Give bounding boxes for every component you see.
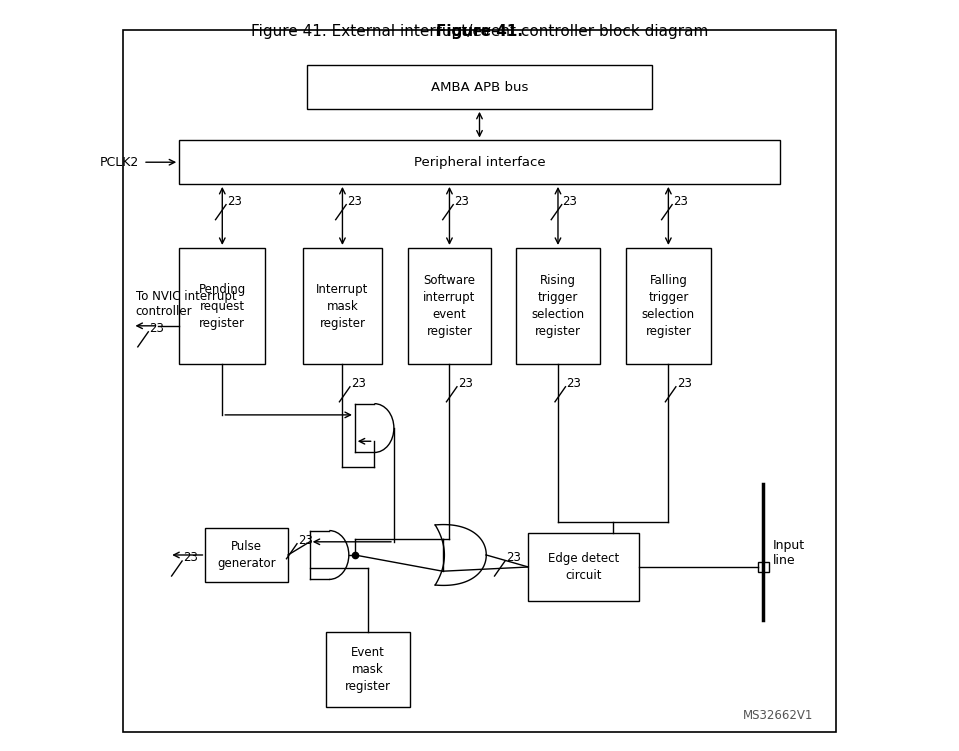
FancyBboxPatch shape [179,140,780,184]
Text: Interrupt
mask
register: Interrupt mask register [316,282,368,330]
Text: To NVIC interrupt
controller: To NVIC interrupt controller [135,291,236,318]
Text: Rising
trigger
selection
register: Rising trigger selection register [531,274,585,338]
Text: 23: 23 [457,377,473,390]
Text: 23: 23 [677,377,691,390]
Text: Peripheral interface: Peripheral interface [413,155,546,169]
Text: MS32662V1: MS32662V1 [743,710,813,722]
FancyBboxPatch shape [179,248,266,364]
Text: 23: 23 [297,534,313,547]
Text: Event
mask
register: Event mask register [345,647,391,693]
Text: 23: 23 [673,195,688,207]
Text: 23: 23 [149,322,164,335]
Text: 23: 23 [566,377,581,390]
FancyBboxPatch shape [303,248,382,364]
Text: 23: 23 [351,377,365,390]
FancyBboxPatch shape [325,632,410,707]
Text: Figure 41. External interrupt/event controller block diagram: Figure 41. External interrupt/event cont… [251,24,708,39]
FancyBboxPatch shape [626,248,711,364]
Text: Software
interrupt
event
register: Software interrupt event register [423,274,476,338]
Text: AMBA APB bus: AMBA APB bus [431,80,528,94]
Text: 23: 23 [454,195,469,207]
Text: 23: 23 [347,195,362,207]
Text: Falling
trigger
selection
register: Falling trigger selection register [642,274,695,338]
Text: 23: 23 [183,551,198,564]
Text: Input
line: Input line [773,539,806,568]
Text: PCLK2: PCLK2 [100,155,139,169]
Text: Figure 41.: Figure 41. [436,24,523,39]
FancyBboxPatch shape [409,248,491,364]
FancyBboxPatch shape [528,533,640,601]
Text: Pending
request
register: Pending request register [199,282,246,330]
FancyBboxPatch shape [123,30,836,732]
FancyBboxPatch shape [759,562,768,572]
FancyBboxPatch shape [307,65,652,109]
FancyBboxPatch shape [205,528,288,582]
FancyBboxPatch shape [516,248,600,364]
Text: 23: 23 [505,551,521,564]
Text: 23: 23 [563,195,577,207]
Text: Pulse
generator: Pulse generator [218,540,276,570]
Text: 23: 23 [226,195,242,207]
Text: Edge detect
circuit: Edge detect circuit [549,552,620,582]
